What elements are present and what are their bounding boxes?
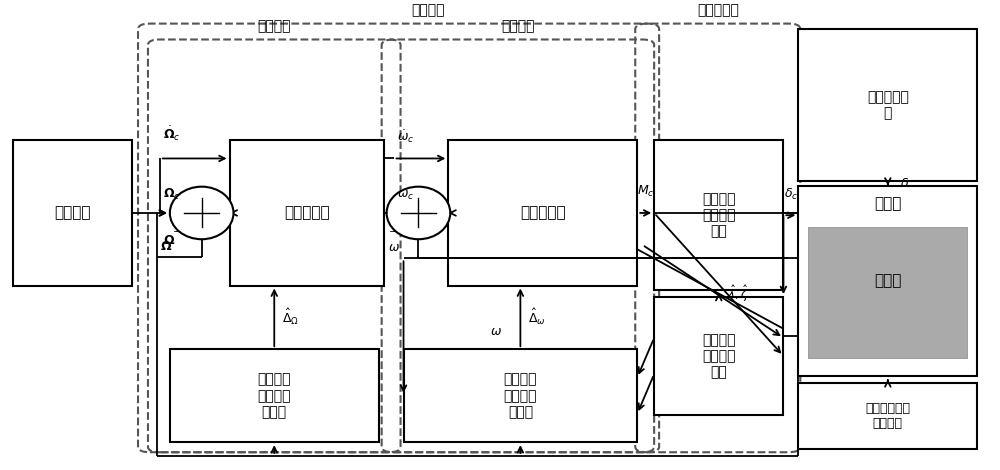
FancyBboxPatch shape — [808, 227, 967, 358]
Text: $\mathbf{\Omega}$: $\mathbf{\Omega}$ — [160, 240, 172, 252]
FancyBboxPatch shape — [798, 186, 977, 376]
Text: −: − — [172, 227, 181, 237]
Text: $\delta$: $\delta$ — [900, 177, 909, 190]
Text: 鲁棒最小
二乘控制
分配: 鲁棒最小 二乘控制 分配 — [702, 192, 736, 238]
Text: $\omega_c$: $\omega_c$ — [397, 188, 414, 202]
FancyBboxPatch shape — [654, 297, 783, 415]
Ellipse shape — [387, 187, 450, 239]
Text: $\hat{\Delta}_\Omega$: $\hat{\Delta}_\Omega$ — [282, 307, 299, 328]
FancyBboxPatch shape — [230, 141, 384, 286]
FancyBboxPatch shape — [654, 141, 783, 290]
Text: $\hat{\Delta}_\omega$: $\hat{\Delta}_\omega$ — [528, 307, 546, 328]
Text: 控制器层: 控制器层 — [412, 4, 445, 18]
Text: $\dot{\omega}_c$: $\dot{\omega}_c$ — [397, 128, 414, 145]
Text: $\hat{\lambda},\hat{\zeta}$: $\hat{\lambda},\hat{\zeta}$ — [727, 283, 749, 304]
Text: $\delta_c$: $\delta_c$ — [784, 187, 798, 202]
FancyBboxPatch shape — [170, 349, 379, 442]
Text: $\omega$: $\omega$ — [388, 241, 400, 254]
Text: 模型不确定性
外界干扰: 模型不确定性 外界干扰 — [865, 402, 910, 430]
FancyBboxPatch shape — [404, 349, 637, 442]
Text: 执行机构故
障: 执行机构故 障 — [867, 90, 909, 120]
Text: 固定时间
扩张状态
观测器: 固定时间 扩张状态 观测器 — [504, 373, 537, 419]
Text: 姿态角环: 姿态角环 — [258, 20, 291, 33]
Text: 角速率环: 角速率环 — [501, 20, 535, 33]
Text: $\omega$: $\omega$ — [490, 325, 501, 338]
Text: 容错控制律: 容错控制律 — [520, 205, 566, 220]
Text: 期望指令: 期望指令 — [54, 205, 91, 220]
Text: 深度学习
故障诊断
单元: 深度学习 故障诊断 单元 — [702, 333, 736, 379]
FancyBboxPatch shape — [13, 141, 132, 286]
Text: 飞行器: 飞行器 — [874, 274, 902, 289]
Text: 容错控制律: 容错控制律 — [284, 205, 329, 220]
FancyBboxPatch shape — [798, 29, 977, 181]
Text: $\mathbf{\Omega}_c$: $\mathbf{\Omega}_c$ — [163, 187, 180, 202]
Text: $\mathbf{\Omega}$: $\mathbf{\Omega}$ — [163, 234, 175, 247]
Text: $\dot{\mathbf{\Omega}}_c$: $\dot{\mathbf{\Omega}}_c$ — [163, 124, 180, 142]
Text: $M_c$: $M_c$ — [637, 184, 654, 199]
Text: −: − — [389, 227, 398, 237]
FancyBboxPatch shape — [798, 383, 977, 449]
Text: 固定时间
扩张状态
观测器: 固定时间 扩张状态 观测器 — [258, 373, 291, 419]
Text: 控制分配层: 控制分配层 — [697, 4, 739, 18]
Ellipse shape — [170, 187, 233, 239]
Text: 飞行器: 飞行器 — [874, 196, 902, 212]
FancyBboxPatch shape — [448, 141, 637, 286]
